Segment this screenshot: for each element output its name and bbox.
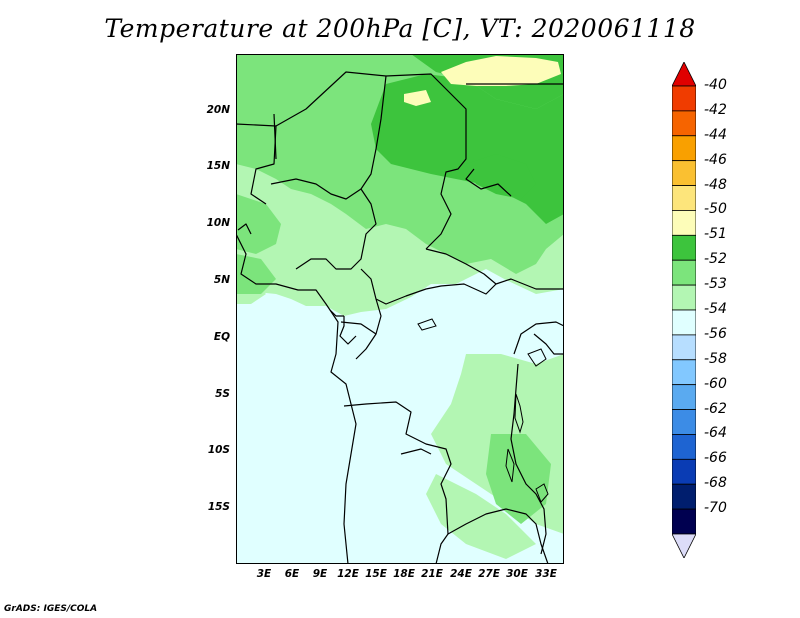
x-tick-label: 33E [535,568,557,580]
legend-color-box [672,334,696,361]
y-tick-label: 20N [206,104,230,116]
legend-color-box [672,210,696,236]
legend-color-box [672,359,696,386]
legend-color-box [672,434,696,460]
legend-value-label: -53 [704,276,727,293]
legend-value-label: -66 [704,450,727,467]
legend-value-label: -70 [704,500,727,517]
legend-value-label: -51 [704,226,727,243]
legend-value-label: -62 [704,400,727,417]
x-tick-label: 15E [365,568,387,580]
legend-value-label: -46 [704,151,727,168]
grads-credit: GrADS: IGES/COLA [4,604,98,614]
legend-color-box [672,508,696,535]
mid-green-region-se [486,434,551,524]
x-tick-label: 27E [478,568,500,580]
y-tick-label: 15S [207,501,230,513]
x-tick-label: 30E [506,568,528,580]
yellow-patch-north [441,56,561,86]
y-tick-label: 10N [206,217,230,229]
legend-color-box [672,110,696,137]
x-tick-label: 24E [450,568,472,580]
legend-value-label: -42 [704,101,727,118]
x-tick-label: 6E [284,568,300,580]
country-boundaries [236,71,564,564]
legend-color-box [672,135,696,162]
legend-value-label: -64 [704,425,727,442]
legend-color-box [672,458,696,485]
temperature-map [236,54,564,564]
legend-color-box [672,284,696,311]
legend-arrow-top [672,62,696,87]
legend-value-label: -44 [704,126,727,143]
y-tick-label: 5S [215,388,230,400]
legend-color-box [672,384,696,410]
legend-value-label: -52 [704,251,727,268]
legend-color-box [672,309,696,336]
y-tick-label: 15N [206,160,230,172]
lakes [417,318,549,503]
legend-color-box [672,259,696,286]
legend-arrow-bottom [672,533,696,558]
x-tick-label: 12E [337,568,359,580]
map-title: Temperature at 200hPa [C], VT: 202006111… [104,14,696,43]
legend-value-label: -48 [704,176,727,193]
y-tick-label: 10S [207,444,230,456]
x-tick-label: 18E [393,568,415,580]
legend-color-box [672,85,696,112]
x-tick-label: 21E [421,568,443,580]
mid-green-region-west [236,194,281,254]
legend-color-box [672,409,696,435]
legend-value-label: -50 [704,201,727,218]
legend-color-box [672,234,696,261]
color-legend-bar [672,62,696,558]
legend-value-label: -54 [704,301,727,317]
legend-value-label: -40 [704,77,727,93]
legend-value-label: -58 [704,350,727,367]
map-frame [236,54,564,564]
x-tick-label: 9E [312,568,328,580]
y-tick-label: EQ [213,331,230,343]
y-tick-label: 5N [213,274,230,286]
yellow-patch-small [404,90,431,106]
legend-color-box [672,160,696,186]
legend-color-box [672,483,696,510]
x-tick-label: 3E [256,568,272,580]
legend-value-label: -56 [704,325,727,342]
legend-color-box [672,185,696,211]
legend-value-label: -68 [704,475,727,492]
legend-value-label: -60 [704,375,727,392]
